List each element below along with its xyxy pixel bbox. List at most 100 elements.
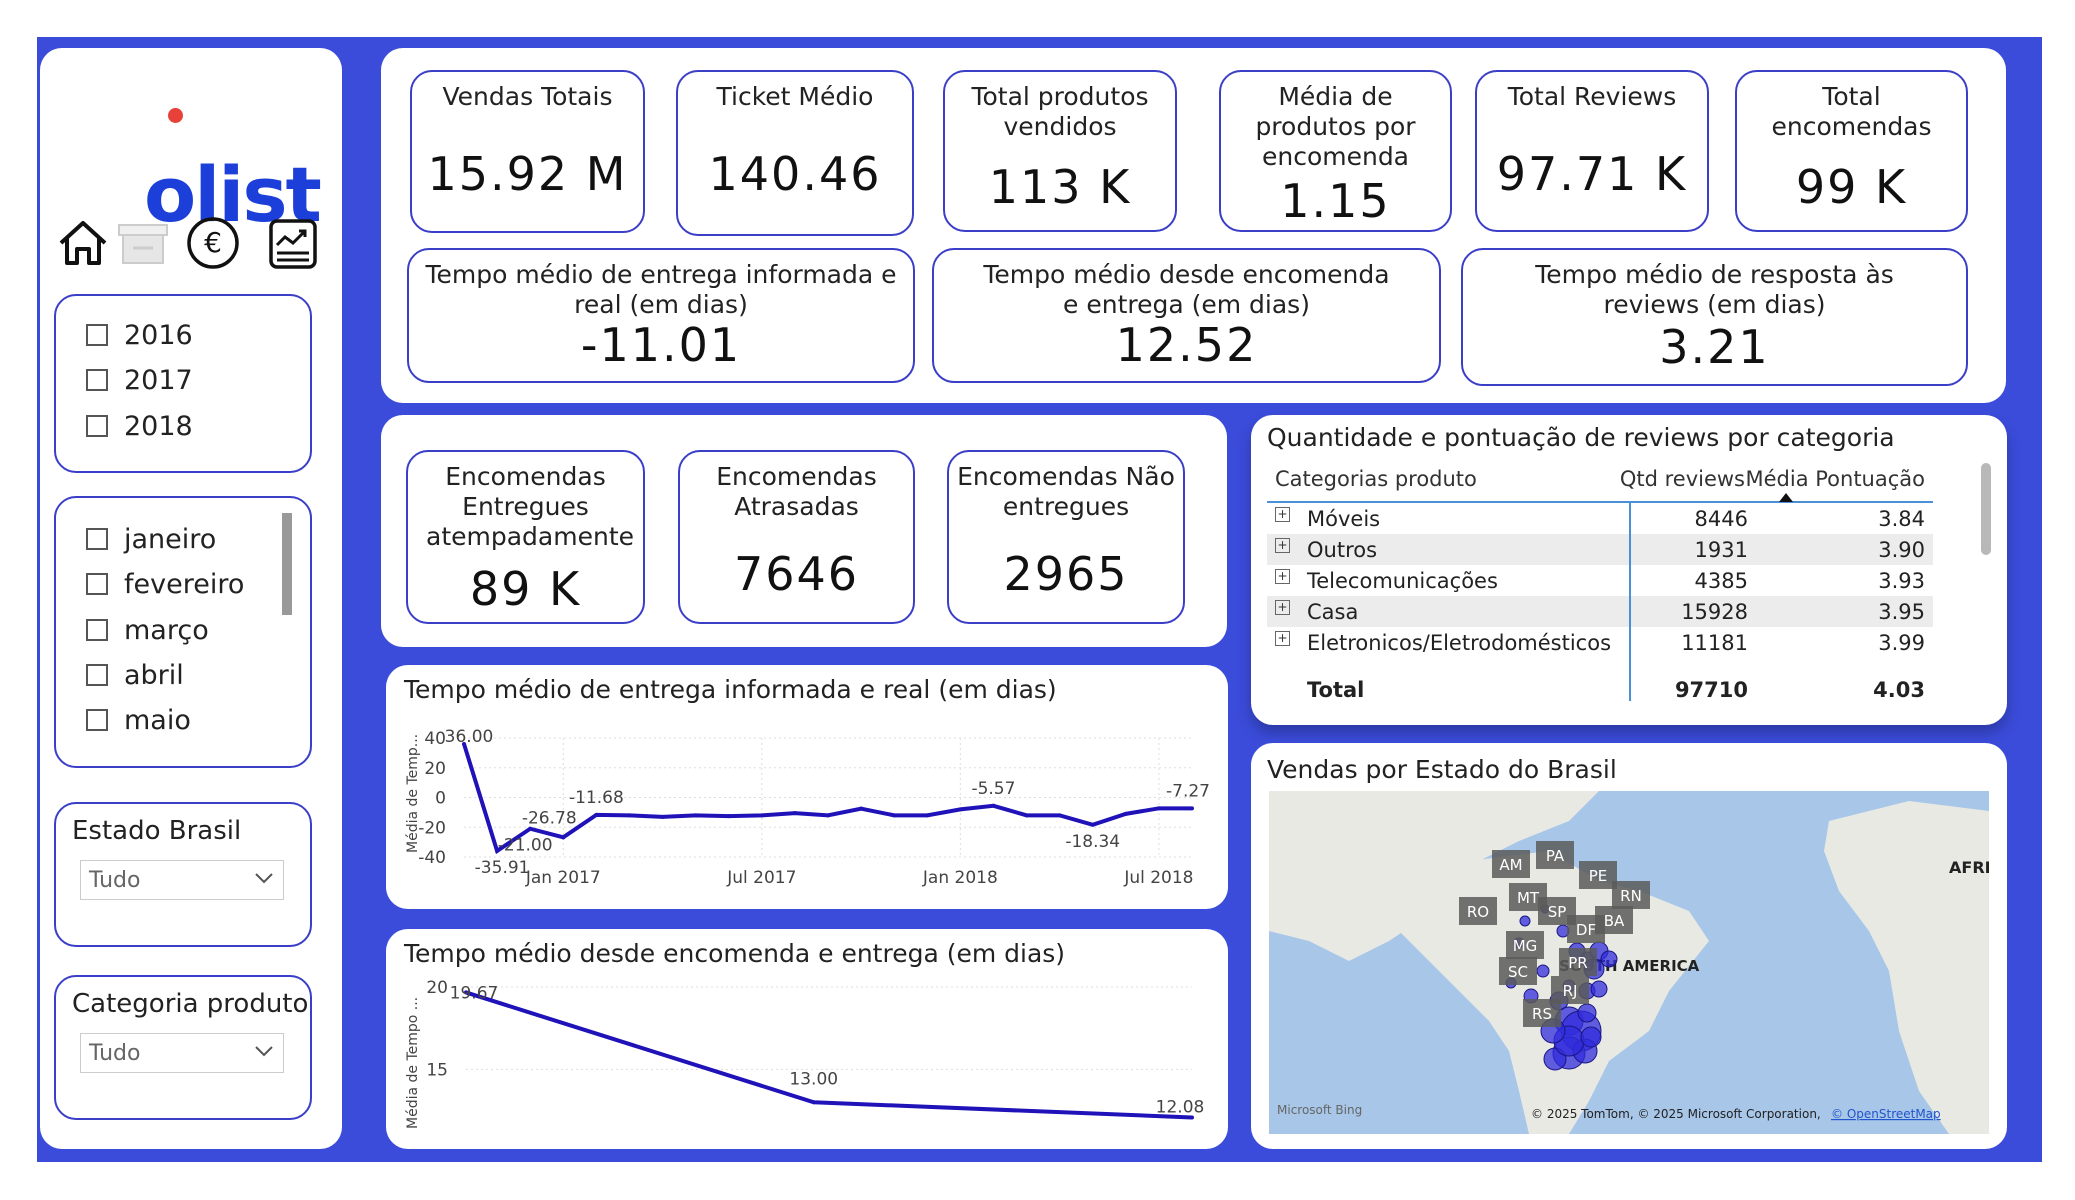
categoria-value: Tudo — [89, 1040, 141, 1066]
table-row[interactable]: + Móveis 8446 3.84 — [1267, 503, 1933, 534]
expand-icon[interactable]: + — [1275, 538, 1290, 553]
expand-icon[interactable]: + — [1275, 569, 1290, 584]
year-slicer: 2016 2017 2018 — [54, 294, 312, 473]
data-label: -7.27 — [1166, 781, 1210, 801]
year-option[interactable]: 2017 — [86, 363, 193, 397]
data-point — [1090, 822, 1095, 827]
basket-icon[interactable] — [115, 215, 171, 271]
chart-title: Tempo médio de entrega informada e real … — [404, 675, 1057, 704]
data-point — [1156, 806, 1161, 811]
checkbox[interactable] — [86, 709, 108, 731]
line-chart-svg[interactable]: Média de Tempo ... 20 15 19.67 13.00 12.08 — [386, 929, 1228, 1149]
categoria-dropdown[interactable]: Tudo — [80, 1033, 284, 1073]
checkbox[interactable] — [86, 528, 108, 550]
month-option[interactable]: maio — [86, 703, 191, 737]
total-media: 4.03 — [1873, 678, 1925, 702]
data-point — [1190, 1115, 1194, 1120]
year-option[interactable]: 2018 — [86, 409, 193, 443]
state-label-bg — [1506, 931, 1544, 959]
state-labels: AM PA PE RN MT RO SP BA DF MG PR SC RJ RS — [1459, 841, 1650, 1027]
kpi-value: 113 K — [988, 160, 1132, 214]
data-label: -26.78 — [522, 808, 577, 828]
year-option[interactable]: 2016 — [86, 318, 193, 352]
data-point — [726, 814, 731, 819]
checkbox[interactable] — [86, 573, 108, 595]
expand-icon[interactable]: + — [1275, 600, 1290, 615]
cell-categoria: Telecomunicações — [1307, 569, 1498, 593]
svg-text:€: € — [204, 226, 222, 259]
data-point — [826, 813, 830, 818]
data-label: 36.00 — [445, 727, 494, 747]
col-header-categoria[interactable]: Categorias produto — [1275, 467, 1477, 491]
data-point — [1024, 813, 1029, 818]
checkbox[interactable] — [86, 369, 108, 391]
table-row[interactable]: + Casa 15928 3.95 — [1267, 596, 1933, 627]
checkbox[interactable] — [86, 324, 108, 346]
state-label: RN — [1620, 887, 1642, 905]
month-label: maio — [124, 704, 191, 736]
month-scrollbar[interactable] — [282, 513, 292, 615]
col-header-qtd[interactable]: Qtd reviews — [1619, 467, 1745, 491]
checkbox[interactable] — [86, 664, 108, 686]
state-label: AM — [1499, 856, 1522, 874]
sales-bubble — [1590, 980, 1608, 998]
month-option[interactable]: abril — [86, 658, 184, 692]
month-option[interactable]: fevereiro — [86, 567, 244, 601]
data-point — [759, 813, 764, 818]
report-chart-icon[interactable] — [265, 215, 321, 271]
y-tick-label: 0 — [435, 789, 446, 809]
line-chart-svg[interactable]: Média de Temp... 40 20 0 -20 -40 Jan 2017 Jul … — [386, 665, 1228, 909]
cell-categoria: Casa — [1307, 600, 1359, 624]
kpi-card-vendas: Vendas Totais 15.92 M — [410, 70, 645, 233]
euro-icon[interactable]: € — [185, 215, 241, 271]
state-label-bg — [1612, 881, 1650, 909]
brazil-sales-map[interactable]: AFRIC SOUTH AMERICA AMPAPERNMTROSPBADFMG… — [1269, 791, 1989, 1134]
x-tick-label: Jul 2018 — [1123, 868, 1193, 888]
month-option[interactable]: janeiro — [86, 522, 216, 556]
kpi-card-ticket: Ticket Médio 140.46 — [676, 70, 914, 236]
kpi-label: Encomendas Entregues atempadamente — [426, 462, 634, 551]
bing-logo: Microsoft Bing — [1277, 1103, 1362, 1117]
month-label: janeiro — [124, 523, 217, 555]
estado-dropdown[interactable]: Tudo — [80, 860, 284, 900]
expand-icon[interactable]: + — [1275, 631, 1290, 646]
kpi-card-atrasadas: Encomendas Atrasadas 7646 — [678, 450, 915, 624]
chart-title: Tempo médio desde encomenda e entrega (e… — [404, 939, 1066, 968]
y-tick-label: 15 — [426, 1060, 448, 1080]
chevron-down-icon — [255, 873, 273, 884]
kpi-label: Encomendas Atrasadas — [716, 462, 877, 521]
state-label-bg — [1459, 897, 1497, 925]
cell-media: 3.90 — [1878, 538, 1925, 562]
y-tick-label: 40 — [424, 729, 446, 749]
table-row[interactable]: + Telecomunicações 4385 3.93 — [1267, 565, 1933, 596]
cell-qtd: 11181 — [1681, 631, 1748, 655]
sales-bubble — [1580, 1026, 1602, 1048]
col-header-media[interactable]: Média Pontuação — [1745, 467, 1926, 491]
x-tick-label: Jan 2017 — [525, 868, 601, 888]
state-label: SP — [1548, 903, 1567, 921]
data-point — [958, 807, 963, 812]
checkbox[interactable] — [86, 619, 108, 641]
sort-ascending-icon[interactable] — [1779, 493, 1793, 502]
table-row[interactable]: + Eletronicos/Eletrodomésticos 11181 3.99 — [1267, 627, 1933, 658]
osm-link[interactable]: © OpenStreetMap — [1831, 1107, 1941, 1121]
estado-slicer: Estado Brasil Tudo — [54, 802, 312, 947]
state-label: MG — [1513, 937, 1538, 955]
chart-encomenda-entrega: Tempo médio desde encomenda e entrega (e… — [386, 929, 1228, 1149]
expand-icon[interactable]: + — [1275, 507, 1290, 522]
table-row[interactable]: + Outros 1931 3.90 — [1267, 534, 1933, 565]
kpi-card-tempo-entrega-informada: Tempo médio de entrega informada e real … — [407, 248, 915, 383]
x-tick-label: Jul 2017 — [726, 868, 796, 888]
data-point — [991, 803, 996, 808]
map-title: Vendas por Estado do Brasil — [1267, 755, 1617, 784]
month-option[interactable]: março — [86, 613, 209, 647]
kpi-label: Total Reviews — [1507, 82, 1677, 111]
table-scrollbar[interactable] — [1981, 463, 1991, 555]
y-axis-label: Média de Tempo ... — [405, 997, 421, 1129]
data-point — [811, 1100, 816, 1105]
data-label: 19.67 — [450, 983, 499, 1003]
checkbox[interactable] — [86, 415, 108, 437]
home-icon[interactable] — [55, 215, 111, 271]
data-label: -35.91 — [475, 858, 530, 878]
data-point — [660, 814, 665, 819]
